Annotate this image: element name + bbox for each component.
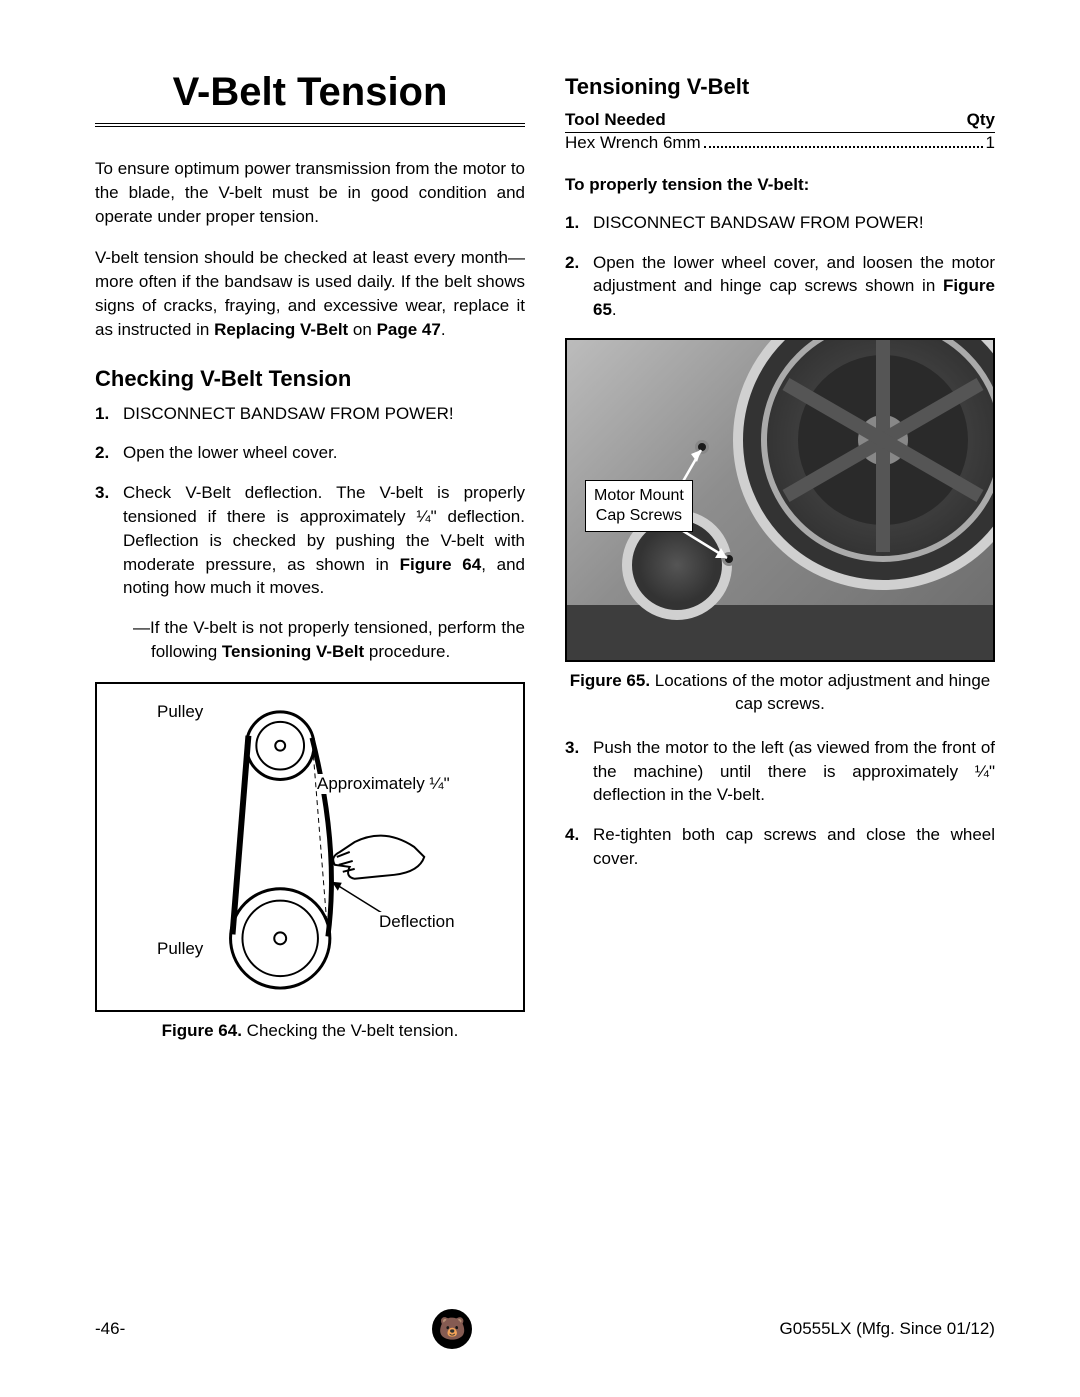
checking-steps: 1.DISCONNECT BANDSAW FROM POWER! 2.Open … bbox=[95, 402, 525, 601]
t1text: DISCONNECT BANDSAW FROM POWER! bbox=[593, 211, 995, 235]
figure-65-frame: Motor Mount Cap Screws bbox=[565, 338, 995, 662]
tension-subheading: To properly tension the V-belt: bbox=[565, 173, 995, 197]
figure-64: Pulley Approximately ¼" Deflection Pulle… bbox=[95, 682, 525, 1012]
qty-header: Qty bbox=[967, 110, 995, 130]
fig64-deflection-label: Deflection bbox=[379, 912, 455, 932]
note-bold: Tensioning V-Belt bbox=[222, 642, 364, 661]
figure-65-caption: Figure 65. Locations of the motor adjust… bbox=[565, 670, 995, 716]
t3text: Push the motor to the left (as viewed fr… bbox=[593, 736, 995, 807]
brand-logo-icon: 🐻 bbox=[432, 1309, 472, 1349]
fig64-approx-label: Approximately ¼" bbox=[317, 774, 450, 794]
check-step-2-text: Open the lower wheel cover. bbox=[123, 441, 525, 465]
intro-para-1: To ensure optimum power transmission fro… bbox=[95, 157, 525, 228]
s3bold: Figure 64 bbox=[400, 555, 482, 574]
left-column: V-Belt Tension To ensure optimum power t… bbox=[95, 70, 525, 1043]
tension-step-3: 3.Push the motor to the left (as viewed … bbox=[565, 736, 995, 807]
fig64-pulley-top-label: Pulley bbox=[157, 702, 203, 722]
t4text: Re-tighten both cap screws and close the… bbox=[593, 823, 995, 871]
t2a: Open the lower wheel cover, and loosen t… bbox=[593, 253, 995, 296]
p2b: on bbox=[348, 320, 376, 339]
check-step-3-text: Check V-Belt deflection. The V-belt is p… bbox=[123, 481, 525, 600]
fig64-pulley-bot-label: Pulley bbox=[157, 939, 203, 959]
tool-header-row: Tool Needed Qty bbox=[565, 110, 995, 133]
p2bold: Replacing V-Belt bbox=[214, 320, 348, 339]
note-b: procedure. bbox=[364, 642, 450, 661]
tension-step-1: 1.DISCONNECT BANDSAW FROM POWER! bbox=[565, 211, 995, 235]
tool-item-row: Hex Wrench 6mm 1 bbox=[565, 133, 995, 153]
p2c: . bbox=[441, 320, 446, 339]
tension-step-4: 4.Re-tighten both cap screws and close t… bbox=[565, 823, 995, 871]
right-column: Tensioning V-Belt Tool Needed Qty Hex Wr… bbox=[565, 70, 995, 1043]
figure-64-caption: Figure 64. Checking the V-belt tension. bbox=[95, 1020, 525, 1043]
intro-para-2: V-belt tension should be checked at leas… bbox=[95, 246, 525, 341]
page-footer: -46- 🐻 G0555LX (Mfg. Since 01/12) bbox=[95, 1309, 995, 1349]
t2b: . bbox=[612, 300, 617, 319]
tool-qty: 1 bbox=[986, 133, 995, 153]
check-step-1: 1.DISCONNECT BANDSAW FROM POWER! bbox=[95, 402, 525, 426]
p2bold2: Page 47 bbox=[377, 320, 441, 339]
tool-dots bbox=[704, 146, 983, 148]
checking-heading: Checking V-Belt Tension bbox=[95, 366, 525, 392]
tension-steps-top: 1.DISCONNECT BANDSAW FROM POWER! 2.Open … bbox=[565, 211, 995, 322]
fig65-cap-rest: Locations of the motor adjustment and hi… bbox=[650, 671, 990, 713]
tension-steps-bottom: 3.Push the motor to the left (as viewed … bbox=[565, 736, 995, 871]
figure-65: Motor Mount Cap Screws bbox=[567, 340, 993, 660]
tool-needed-label: Tool Needed bbox=[565, 110, 967, 130]
page-title: V-Belt Tension bbox=[95, 70, 525, 127]
fig65-cap-bold: Figure 65. bbox=[570, 671, 650, 690]
tension-step-2: 2.Open the lower wheel cover, and loosen… bbox=[565, 251, 995, 322]
tensioning-heading: Tensioning V-Belt bbox=[565, 74, 995, 100]
fig65-callout: Motor Mount Cap Screws bbox=[585, 480, 693, 532]
fig64-cap-bold: Figure 64. bbox=[162, 1021, 242, 1040]
model-info: G0555LX (Mfg. Since 01/12) bbox=[780, 1319, 995, 1339]
page-number: -46- bbox=[95, 1319, 125, 1339]
check-step-3: 3.Check V-Belt deflection. The V-belt is… bbox=[95, 481, 525, 600]
check-step-1-text: DISCONNECT BANDSAW FROM POWER! bbox=[123, 402, 525, 426]
tension-note: —If the V-belt is not properly tensioned… bbox=[95, 616, 525, 664]
fig64-cap-rest: Checking the V-belt tension. bbox=[242, 1021, 458, 1040]
t2text: Open the lower wheel cover, and loosen t… bbox=[593, 251, 995, 322]
check-step-2: 2.Open the lower wheel cover. bbox=[95, 441, 525, 465]
tool-name: Hex Wrench 6mm bbox=[565, 133, 701, 153]
